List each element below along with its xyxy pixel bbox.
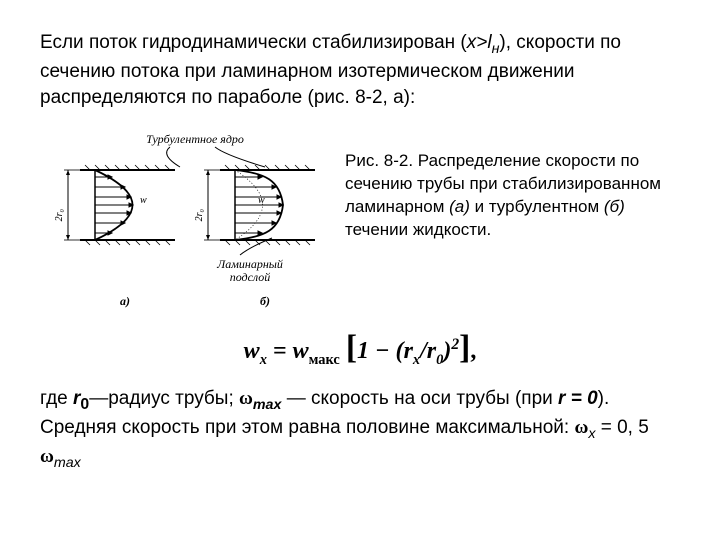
axis-label-a: 2r₀ xyxy=(54,209,65,222)
p2-i: ). xyxy=(598,388,610,409)
p2-d: —радиус трубы; xyxy=(89,388,239,409)
axis-label-b: 2r₀ xyxy=(194,209,205,222)
paragraph-2: где r0—радиус трубы; ωmax — скорость на … xyxy=(40,386,680,473)
formula: wx = wмакс [1 − (rx/r0)2], xyxy=(40,325,680,370)
cap-d: (б) xyxy=(604,197,625,216)
cap-b: (а) xyxy=(449,197,470,216)
p1-b: х>l xyxy=(467,32,492,53)
p2-m: = 0, 5 xyxy=(595,417,648,438)
diagram-laminar: w 2r₀ xyxy=(54,165,175,245)
figure-area: Турбулентное ядро xyxy=(40,125,330,315)
velocity-profiles-svg: Турбулентное ядро xyxy=(40,125,330,315)
paragraph-1: Если поток гидродинамически стабилизиров… xyxy=(40,30,680,110)
p2-e: ω xyxy=(239,388,253,409)
p2-c: 0 xyxy=(80,395,89,412)
cap-e: течении жидкости. xyxy=(345,220,491,239)
p2-a: где xyxy=(40,388,73,409)
figure-caption: Рис. 8-2. Распределение скорости по сече… xyxy=(330,125,680,242)
top-label: Турбулентное ядро xyxy=(146,132,244,146)
p2-o: max xyxy=(54,455,81,471)
bottom-label-1: Ламинарный xyxy=(216,257,283,271)
w-label-a: w xyxy=(140,195,147,206)
sub-a: а) xyxy=(120,294,130,308)
sub-b: б) xyxy=(260,294,270,308)
w-label-b: w xyxy=(258,195,265,206)
p2-f: max xyxy=(253,396,282,412)
cap-c: и турбулентном xyxy=(470,197,604,216)
p2-g: — скорость на оси трубы (при xyxy=(281,388,558,409)
p2-k: ω xyxy=(574,417,588,438)
figure-row: Турбулентное ядро xyxy=(40,125,680,315)
p2-j: Средняя скорость при этом равна половине… xyxy=(40,417,574,438)
p2-h: r = 0 xyxy=(558,388,598,409)
p2-n: ω xyxy=(40,446,54,467)
p1-a: Если поток гидродинамически стабилизиров… xyxy=(40,32,467,53)
diagram-turbulent: w 2r₀ xyxy=(194,165,315,245)
bottom-label-2: подслой xyxy=(230,270,271,284)
